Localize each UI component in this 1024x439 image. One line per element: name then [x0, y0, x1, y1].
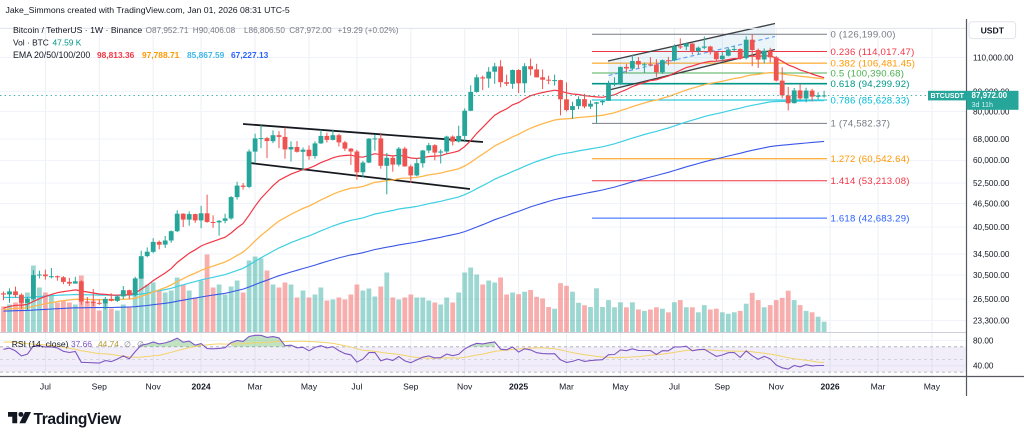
- svg-text:May: May: [612, 382, 629, 392]
- svg-text:1.618 (42,683.29): 1.618 (42,683.29): [831, 213, 910, 224]
- svg-text:0.786 (85,628.33): 0.786 (85,628.33): [831, 95, 910, 106]
- svg-text:Nov: Nov: [769, 382, 785, 392]
- svg-text:Jul: Jul: [351, 382, 362, 392]
- svg-text:40,500.00: 40,500.00: [973, 223, 1010, 232]
- svg-text:L86,806.50: L86,806.50: [244, 26, 285, 35]
- svg-text:2026: 2026: [821, 382, 840, 392]
- svg-text:Nov: Nov: [146, 382, 162, 392]
- svg-text:110,000.00: 110,000.00: [973, 53, 1014, 62]
- svg-text:Jake_Simmons created with Trad: Jake_Simmons created with TradingView.co…: [6, 5, 290, 15]
- svg-text:∅: ∅: [137, 340, 144, 349]
- svg-text:May: May: [301, 382, 318, 392]
- svg-text:68,000.00: 68,000.00: [973, 135, 1010, 144]
- svg-text:23,300.00: 23,300.00: [973, 317, 1010, 326]
- svg-text:+19.29 (+0.02%): +19.29 (+0.02%): [338, 26, 399, 35]
- svg-text:0.382 (106,481.45): 0.382 (106,481.45): [831, 58, 916, 69]
- svg-text:Bitcoin / TetherUS · 1W · Bina: Bitcoin / TetherUS · 1W · Binance: [13, 25, 142, 35]
- svg-text:30,500.00: 30,500.00: [973, 271, 1010, 280]
- svg-text:H90,406.08: H90,406.08: [193, 26, 236, 35]
- svg-text:3d 11h: 3d 11h: [972, 100, 993, 109]
- svg-text:0.236 (114,017.47): 0.236 (114,017.47): [831, 47, 915, 58]
- svg-text:44.74: 44.74: [98, 339, 119, 349]
- svg-text:40.00: 40.00: [973, 362, 994, 371]
- svg-text:Mar: Mar: [559, 382, 574, 392]
- svg-text:85,867.59: 85,867.59: [187, 50, 225, 60]
- svg-text:0 (126,199.00): 0 (126,199.00): [831, 30, 896, 41]
- svg-text:EMA 20/50/100/200: EMA 20/50/100/200: [13, 50, 90, 60]
- svg-text:May: May: [924, 382, 941, 392]
- svg-text:Nov: Nov: [457, 382, 473, 392]
- svg-text:34,500.00: 34,500.00: [973, 250, 1010, 259]
- svg-text:Vol · BTC: Vol · BTC: [13, 38, 49, 48]
- svg-text:97,788.71: 97,788.71: [142, 50, 180, 60]
- svg-text:O87,952.71: O87,952.71: [146, 26, 189, 35]
- svg-text:46,500.00: 46,500.00: [973, 200, 1010, 209]
- svg-text:C87,972.00: C87,972.00: [289, 26, 332, 35]
- svg-text:BTCUSDT: BTCUSDT: [930, 93, 964, 100]
- svg-text:1.414 (53,213.08): 1.414 (53,213.08): [831, 176, 910, 187]
- svg-text:Sep: Sep: [403, 382, 419, 392]
- svg-text:Sep: Sep: [715, 382, 731, 392]
- svg-text:2025: 2025: [509, 382, 528, 392]
- svg-text:0.618 (94,299.92): 0.618 (94,299.92): [831, 79, 910, 90]
- svg-text:47.59 K: 47.59 K: [53, 38, 82, 48]
- svg-text:Sep: Sep: [92, 382, 108, 392]
- svg-text:0.5 (100,390.68): 0.5 (100,390.68): [831, 68, 905, 79]
- svg-text:98,813.36: 98,813.36: [97, 50, 135, 60]
- svg-text:60,000.00: 60,000.00: [973, 156, 1010, 165]
- svg-text:1 (74,582.37): 1 (74,582.37): [831, 119, 891, 130]
- svg-text:1.272 (60,542.64): 1.272 (60,542.64): [831, 154, 910, 165]
- svg-text:2024: 2024: [192, 382, 211, 392]
- svg-text:Mar: Mar: [871, 382, 886, 392]
- svg-text:TradingView: TradingView: [34, 411, 122, 428]
- svg-text:RSI (14, close): RSI (14, close): [12, 339, 69, 349]
- svg-text:∅: ∅: [124, 340, 131, 349]
- svg-text:Jul: Jul: [669, 382, 680, 392]
- svg-text:80.00: 80.00: [973, 336, 994, 345]
- svg-text:80,000.00: 80,000.00: [973, 107, 1010, 116]
- svg-text:Jul: Jul: [40, 382, 51, 392]
- svg-text:67,227.13: 67,227.13: [231, 50, 269, 60]
- svg-text:26,500.00: 26,500.00: [973, 295, 1010, 304]
- svg-text:87,972.00: 87,972.00: [972, 91, 1008, 100]
- svg-text:Mar: Mar: [248, 382, 263, 392]
- svg-text:37.66: 37.66: [71, 339, 92, 349]
- svg-text:52,500.00: 52,500.00: [973, 179, 1010, 188]
- svg-text:USDT: USDT: [981, 25, 1005, 35]
